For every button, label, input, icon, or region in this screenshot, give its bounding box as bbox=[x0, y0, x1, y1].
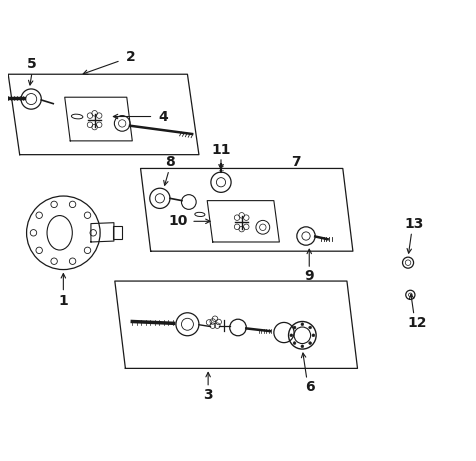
Circle shape bbox=[309, 326, 311, 329]
Circle shape bbox=[301, 323, 304, 325]
Circle shape bbox=[293, 342, 296, 344]
Text: 9: 9 bbox=[305, 270, 314, 284]
Text: 10: 10 bbox=[169, 214, 188, 228]
Circle shape bbox=[301, 345, 304, 348]
Bar bbox=[113, 226, 122, 239]
Text: 13: 13 bbox=[404, 217, 424, 230]
Text: 12: 12 bbox=[407, 316, 427, 331]
Text: 4: 4 bbox=[159, 110, 169, 124]
Circle shape bbox=[290, 334, 293, 337]
Circle shape bbox=[293, 326, 296, 329]
Text: 8: 8 bbox=[166, 155, 175, 170]
Text: 1: 1 bbox=[59, 294, 68, 308]
Text: 5: 5 bbox=[27, 57, 37, 71]
Text: 3: 3 bbox=[203, 388, 213, 402]
Text: 2: 2 bbox=[126, 50, 136, 64]
Text: 6: 6 bbox=[305, 380, 315, 394]
Circle shape bbox=[312, 334, 315, 337]
Text: 11: 11 bbox=[211, 143, 231, 157]
Circle shape bbox=[309, 342, 311, 344]
Text: 7: 7 bbox=[291, 155, 300, 170]
